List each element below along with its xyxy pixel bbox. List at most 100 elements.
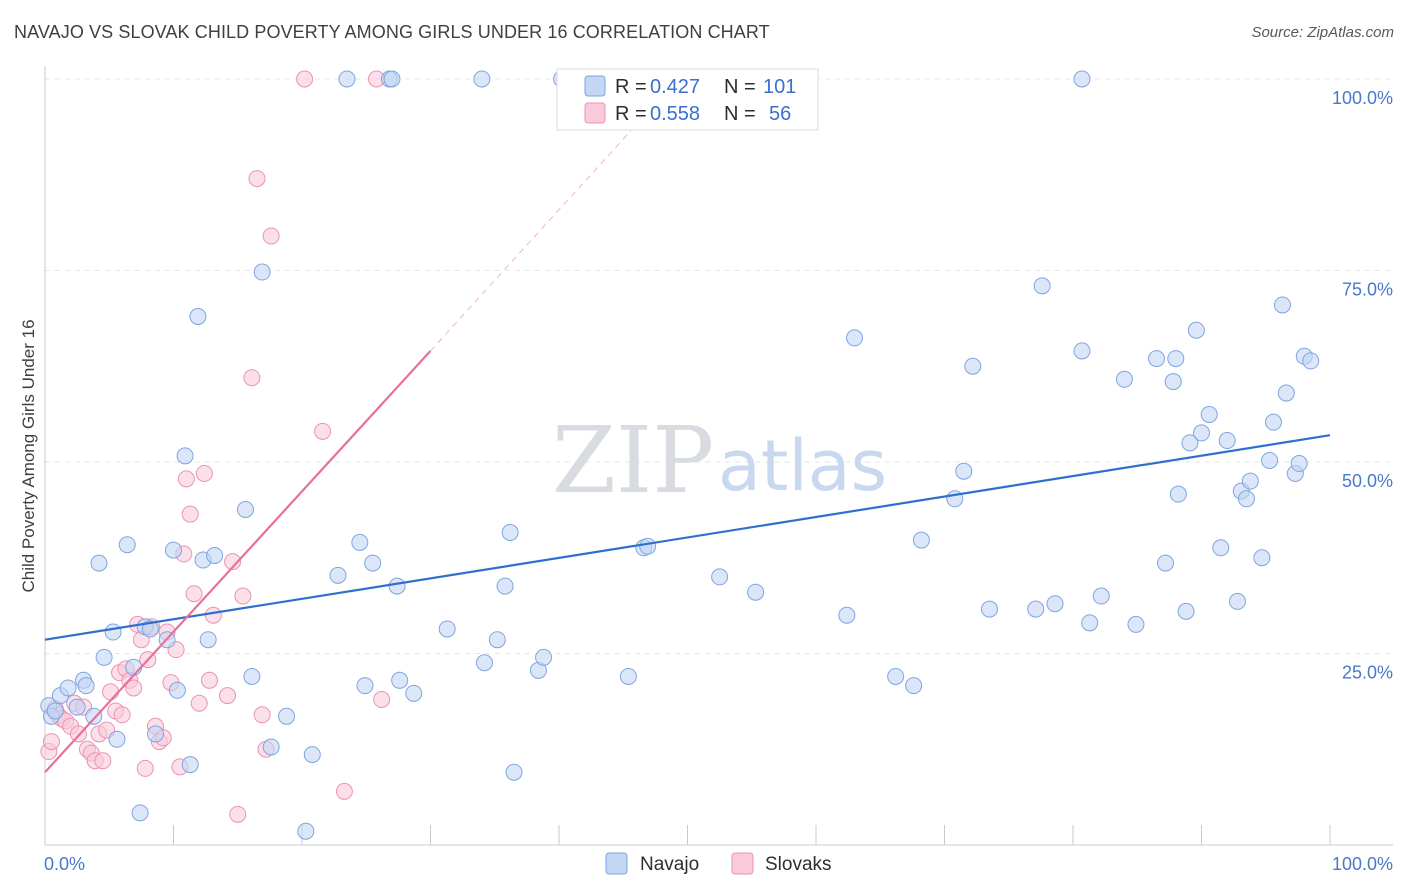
slovak-r-value: 0.558 (650, 103, 700, 125)
navajo-point-15 (131, 804, 149, 822)
regression-lines (44, 124, 1331, 773)
y-tick-labels: 25.0% 50.0% 75.0% 100.0% (1332, 88, 1393, 683)
slovak-point-40 (195, 464, 213, 482)
stats-legend: R = 0.427 N = 101 R = 0.558 N = 56 (556, 68, 819, 131)
navajo-point-14 (125, 658, 143, 676)
navajo-point-85 (1181, 434, 1199, 452)
navajo-point-50 (501, 523, 519, 541)
navajo-point-71 (1033, 277, 1051, 295)
slovak-point-44 (224, 553, 242, 571)
navajo-point-97 (1264, 413, 1282, 431)
navajo-point-18 (147, 725, 165, 743)
slovak-regression-extension (430, 124, 637, 352)
navajo-point-95 (1253, 549, 1271, 567)
navajo-point-98 (1273, 296, 1291, 314)
navajo-point-22 (176, 447, 194, 465)
watermark-atlas: atlas (718, 425, 887, 507)
slovak-point-22 (125, 679, 143, 697)
navajo-point-8 (85, 707, 103, 725)
slovak-point-45 (229, 805, 247, 823)
grid-lines (45, 78, 1393, 654)
slovak-point-19 (113, 706, 131, 724)
navajo-point-91 (1228, 592, 1246, 610)
slovak-point-1 (42, 733, 60, 751)
bottom-legend-slovak-swatch (731, 852, 754, 875)
navajo-point-87 (1193, 424, 1210, 442)
navajo-point-5 (68, 698, 86, 716)
navajo-point-7 (77, 677, 95, 695)
navajo-point-67 (955, 462, 973, 480)
slovak-point-46 (234, 587, 252, 605)
bottom-legend-navajo-swatch (605, 852, 628, 875)
navajo-point-37 (351, 533, 369, 551)
slovak-n-label: N = (724, 103, 756, 125)
slovak-point-16 (102, 683, 120, 701)
navajo-point-72 (1046, 595, 1064, 613)
navajo-point-12 (108, 730, 126, 748)
x-tick-label-0: 0.0% (44, 854, 85, 874)
y-tick-label-100: 100.0% (1332, 88, 1393, 108)
navajo-point-103 (1302, 352, 1320, 370)
navajo-point-47 (475, 654, 493, 672)
navajo-point-33 (297, 822, 315, 840)
navajo-point-64 (905, 677, 923, 695)
navajo-point-76 (1092, 587, 1110, 605)
navajo-point-31 (262, 738, 280, 756)
navajo-point-35 (329, 566, 347, 584)
navajo-point-43 (391, 671, 409, 689)
navajo-point-49 (496, 577, 514, 595)
navajo-point-101 (1290, 455, 1308, 473)
navajo-point-75 (1081, 614, 1099, 632)
slovak-point-49 (253, 706, 271, 724)
navajo-point-28 (236, 500, 254, 518)
navajo-r-label: R = (615, 76, 647, 98)
navajo-point-13 (118, 536, 136, 554)
navajo-point-17 (141, 620, 159, 638)
y-tick-label-50: 50.0% (1342, 471, 1393, 491)
bottom-legend-navajo-label: Navajo (640, 854, 699, 875)
navajo-point-45 (438, 620, 456, 638)
navajo-point-99 (1277, 384, 1295, 402)
x-tick-labels: 0.0% 100.0% (44, 854, 1393, 874)
navajo-point-57 (639, 537, 657, 555)
slovak-point-53 (314, 422, 332, 440)
bottom-legend: Navajo Slovaks (605, 852, 832, 875)
navajo-point-69 (980, 600, 998, 618)
navajo-point-38 (356, 677, 374, 695)
slovak-point-51 (262, 227, 280, 245)
y-tick-label-25: 25.0% (1342, 663, 1393, 683)
navajo-point-42 (388, 577, 406, 595)
slovak-r-label: R = (615, 103, 647, 125)
slovak-point-52 (296, 70, 314, 88)
navajo-point-81 (1164, 373, 1182, 391)
navajo-point-21 (168, 681, 186, 699)
navajo-point-34 (303, 746, 321, 764)
axes (44, 66, 1393, 846)
watermark-zip: ZIP (552, 407, 714, 514)
navajo-point-26 (199, 631, 217, 649)
chart-title: NAVAJO VS SLOVAK CHILD POVERTY AMONG GIR… (14, 22, 770, 42)
y-tick-label-75: 75.0% (1342, 280, 1393, 300)
navajo-point-86 (1187, 321, 1205, 339)
navajo-point-65 (912, 531, 930, 549)
slovak-point-43 (218, 687, 236, 705)
navajo-point-94 (1241, 472, 1259, 490)
navajo-point-10 (95, 648, 113, 666)
navajo-point-2 (46, 702, 64, 720)
slovak-point-39 (190, 694, 208, 712)
slovak-legend-swatch (584, 102, 606, 124)
navajo-point-73 (1073, 342, 1091, 360)
x-tick-label-100: 100.0% (1332, 854, 1393, 874)
slovak-regression-line (44, 350, 432, 773)
navajo-point-4 (59, 679, 77, 697)
slovaks-points (40, 70, 391, 823)
navajo-point-32 (278, 707, 296, 725)
navajo-point-46 (473, 70, 491, 88)
slovak-point-38 (185, 585, 203, 603)
navajo-points (40, 70, 1320, 840)
navajo-point-88 (1200, 406, 1218, 424)
navajo-point-84 (1177, 602, 1195, 620)
navajo-point-55 (619, 667, 637, 685)
slovak-point-48 (248, 170, 266, 188)
